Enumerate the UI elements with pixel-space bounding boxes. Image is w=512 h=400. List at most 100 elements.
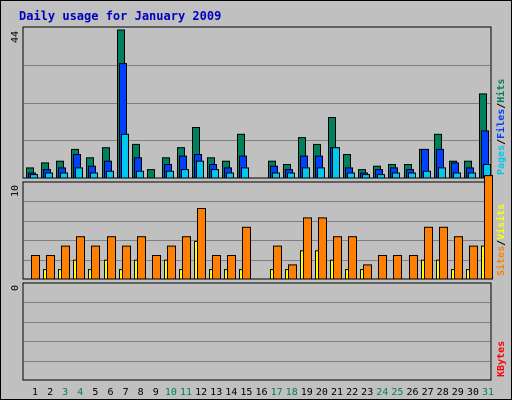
x-tick-label-day-12: 12 — [195, 387, 207, 398]
bar-pages-day-19 — [302, 167, 310, 179]
legend-visits: Visits — [495, 204, 507, 240]
bars — [26, 29, 493, 280]
bottom-legend: KBytes — [496, 341, 507, 377]
bar-pages-day-20 — [317, 167, 325, 179]
x-tick-label-day-7: 7 — [123, 387, 129, 398]
bar-sites-day-4 — [76, 236, 85, 280]
top-panel — [22, 26, 492, 179]
bar-pages-day-5 — [90, 172, 98, 179]
bar-pages-day-18 — [287, 172, 295, 179]
middle-legend: Sites/Visits — [495, 204, 507, 276]
legend-sep-2: / — [496, 103, 507, 109]
bar-pages-day-27 — [423, 170, 431, 179]
bar-sites-day-22 — [348, 236, 357, 280]
bar-sites-day-21 — [333, 236, 342, 280]
bar-sites-day-12 — [197, 208, 206, 280]
bar-sites-day-1 — [31, 255, 40, 280]
bar-pages-day-3 — [60, 172, 68, 179]
bar-sites-day-18 — [288, 264, 297, 280]
legend-sep-1: / — [496, 139, 507, 145]
bar-pages-day-30 — [468, 172, 476, 179]
x-tick-label-day-1: 1 — [32, 387, 38, 398]
bar-pages-day-4 — [75, 167, 83, 179]
chart-title: Daily usage for January 2009 — [19, 9, 221, 23]
x-tick-label-day-5: 5 — [92, 387, 98, 398]
bar-sites-day-15 — [242, 226, 251, 280]
x-tick-label-day-25: 25 — [391, 387, 403, 398]
bar-sites-day-28 — [439, 226, 448, 280]
legend-hits: Hits — [495, 79, 507, 103]
legend-pages: Pages — [496, 145, 507, 175]
x-tick-label-day-18: 18 — [286, 387, 298, 398]
x-tick-label-day-29: 29 — [452, 387, 464, 398]
x-tick-label-day-30: 30 — [467, 387, 479, 398]
bar-sites-day-9 — [152, 255, 161, 280]
x-tick-label-day-21: 21 — [331, 387, 343, 398]
bar-pages-day-11 — [181, 169, 189, 179]
bar-sites-day-3 — [61, 245, 70, 280]
top-y-max-label: 44 — [10, 31, 21, 43]
x-tick-label-day-3: 3 — [62, 387, 68, 398]
x-tick-label-day-24: 24 — [376, 387, 388, 398]
bar-pages-day-24 — [377, 174, 385, 179]
middle-y-max-label: 10 — [10, 185, 21, 197]
bar-pages-day-23 — [362, 174, 370, 179]
bar-pages-day-17 — [272, 172, 280, 179]
bar-pages-day-25 — [392, 172, 400, 179]
bar-sites-day-5 — [91, 245, 100, 280]
x-tick-label-day-16: 16 — [255, 387, 267, 398]
bar-pages-day-26 — [408, 172, 416, 179]
x-tick-label-day-31: 31 — [482, 387, 494, 398]
bar-sites-day-19 — [303, 217, 312, 280]
bar-sites-day-29 — [454, 236, 463, 280]
x-tick-label-day-28: 28 — [437, 387, 449, 398]
x-tick-label-day-19: 19 — [301, 387, 313, 398]
bottom-panel — [22, 282, 492, 381]
legend-sep-3: / — [496, 240, 507, 246]
bar-sites-day-30 — [469, 245, 478, 280]
x-tick-label-day-13: 13 — [210, 387, 222, 398]
bar-sites-day-8 — [137, 236, 146, 280]
bar-pages-day-7 — [121, 133, 129, 179]
bar-pages-day-13 — [211, 169, 219, 179]
bar-pages-day-14 — [226, 172, 234, 179]
bar-sites-day-14 — [227, 255, 236, 280]
x-tick-label-day-10: 10 — [165, 387, 177, 398]
x-tick-label-day-23: 23 — [361, 387, 373, 398]
x-tick-label-day-14: 14 — [225, 387, 237, 398]
bar-pages-day-28 — [438, 167, 446, 179]
gridlines — [24, 65, 490, 362]
bar-pages-day-21 — [332, 147, 340, 179]
x-tick-label-day-26: 26 — [406, 387, 418, 398]
bar-pages-day-8 — [136, 170, 144, 179]
x-tick-label-day-17: 17 — [271, 387, 283, 398]
bar-sites-day-2 — [46, 255, 55, 280]
bar-sites-day-26 — [409, 255, 418, 280]
x-tick-label-day-6: 6 — [107, 387, 113, 398]
legend-kbytes: KBytes — [496, 341, 507, 377]
bar-pages-day-15 — [241, 167, 249, 179]
bar-pages-day-6 — [106, 170, 114, 179]
bar-pages-day-29 — [453, 172, 461, 179]
bar-sites-day-17 — [273, 245, 282, 280]
bar-sites-day-31 — [484, 175, 493, 280]
bar-sites-day-6 — [107, 236, 116, 280]
x-tick-label-day-11: 11 — [180, 387, 192, 398]
bar-pages-day-1 — [30, 174, 38, 179]
x-tick-label-day-15: 15 — [240, 387, 252, 398]
bar-sites-day-27 — [424, 226, 433, 280]
bar-sites-day-25 — [393, 255, 402, 280]
x-tick-label-day-4: 4 — [77, 387, 83, 398]
bar-sites-day-24 — [378, 255, 387, 280]
bar-hits-day-9 — [147, 169, 155, 179]
bar-pages-day-22 — [347, 172, 355, 179]
bar-pages-day-12 — [196, 160, 204, 179]
legend-files: Files — [495, 109, 507, 139]
x-tick-label-day-27: 27 — [422, 387, 434, 398]
x-tick-label-day-9: 9 — [153, 387, 159, 398]
bottom-y-max-label: 0 — [10, 285, 21, 291]
bar-sites-day-23 — [363, 264, 372, 280]
x-tick-label-day-20: 20 — [316, 387, 328, 398]
x-axis-labels: 1 2 3 4 5 6 7 8 9 10 11 12 13 14 15 16 17 18 19 20 21 22 23 24 2… — [32, 387, 494, 398]
